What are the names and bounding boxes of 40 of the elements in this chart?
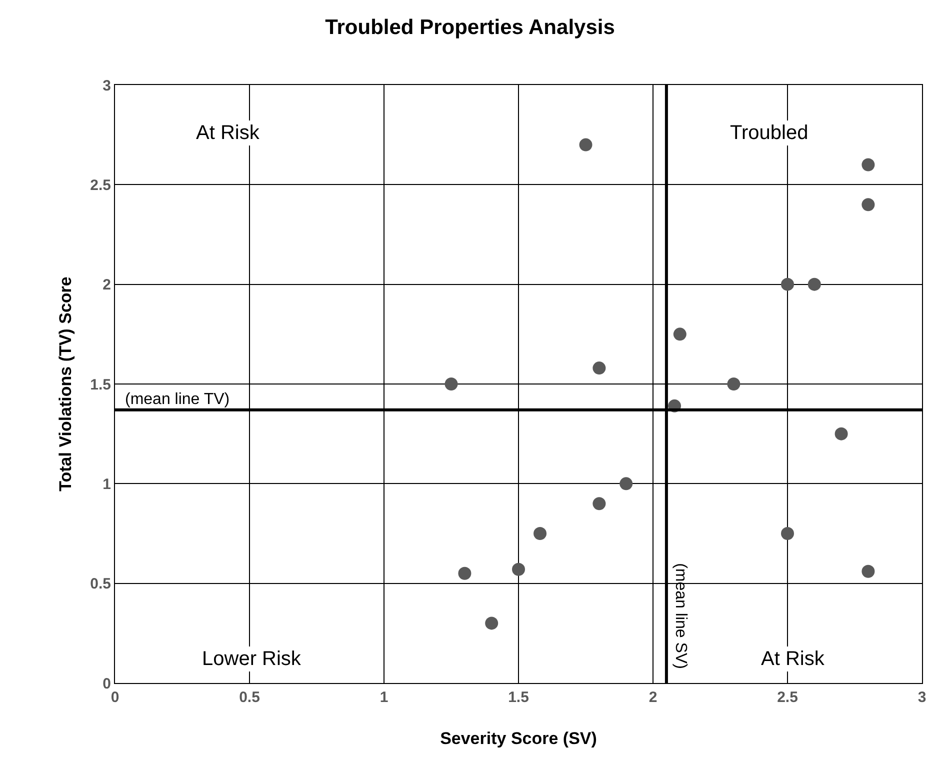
point bbox=[834, 427, 848, 440]
point bbox=[579, 138, 592, 152]
point bbox=[808, 278, 821, 291]
x-tick-label: 2 bbox=[648, 689, 658, 706]
x-tick-label: 0.5 bbox=[239, 689, 260, 706]
point bbox=[781, 278, 794, 291]
point bbox=[592, 362, 606, 375]
y-tick-label: 2 bbox=[102, 276, 111, 294]
point bbox=[781, 527, 794, 540]
point bbox=[727, 378, 740, 390]
y-tick-label: 0.5 bbox=[90, 576, 111, 593]
y-tick-label: 3 bbox=[102, 77, 111, 94]
ref-line-label: (mean line SV) bbox=[672, 563, 689, 669]
annotation: Troubled bbox=[730, 122, 808, 144]
ref-line-label: (mean line TV) bbox=[125, 391, 230, 408]
chart-title: Troubled Properties Analysis bbox=[325, 16, 615, 40]
x-tick-label: 1.5 bbox=[508, 689, 529, 706]
point bbox=[444, 378, 458, 390]
point bbox=[485, 616, 498, 630]
x-tick-label: 3 bbox=[918, 689, 926, 706]
y-tick-label: 1.5 bbox=[90, 376, 111, 394]
x-tick-label: 1 bbox=[380, 689, 388, 706]
point bbox=[862, 564, 875, 578]
point bbox=[458, 566, 472, 580]
y-axis-title: Total Violations (TV) Score bbox=[56, 276, 75, 492]
annotation: At Risk bbox=[761, 648, 826, 670]
point bbox=[620, 477, 633, 490]
y-tick-label: 2.5 bbox=[90, 176, 111, 194]
point bbox=[862, 158, 875, 172]
x-axis-title: Severity Score (SV) bbox=[440, 729, 597, 748]
point bbox=[862, 198, 875, 212]
point bbox=[512, 562, 525, 576]
point bbox=[534, 527, 547, 540]
point bbox=[673, 328, 686, 341]
point bbox=[592, 497, 606, 510]
x-tick-label: 2.5 bbox=[777, 689, 798, 706]
annotation: Lower Risk bbox=[202, 648, 302, 670]
y-tick-label: 1 bbox=[102, 476, 111, 493]
y-tick-label: 0 bbox=[102, 675, 111, 692]
annotation: At Risk bbox=[196, 122, 260, 144]
